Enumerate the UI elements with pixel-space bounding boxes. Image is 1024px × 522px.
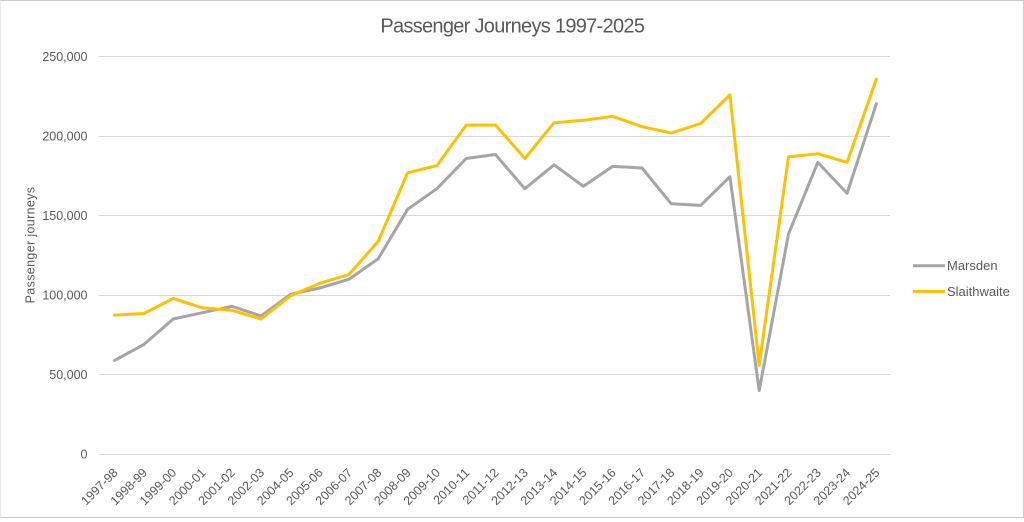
svg-text:Slaithwaite: Slaithwaite	[947, 284, 1010, 299]
svg-text:Passenger Journeys 1997-2025: Passenger Journeys 1997-2025	[380, 15, 645, 37]
svg-text:0: 0	[81, 448, 88, 462]
svg-text:150,000: 150,000	[42, 209, 87, 223]
svg-text:100,000: 100,000	[42, 289, 87, 303]
svg-text:50,000: 50,000	[49, 368, 87, 382]
svg-text:200,000: 200,000	[42, 130, 87, 144]
svg-text:Passenger journeys: Passenger journeys	[24, 187, 38, 304]
svg-text:250,000: 250,000	[42, 50, 87, 64]
svg-text:Marsden: Marsden	[947, 258, 998, 273]
